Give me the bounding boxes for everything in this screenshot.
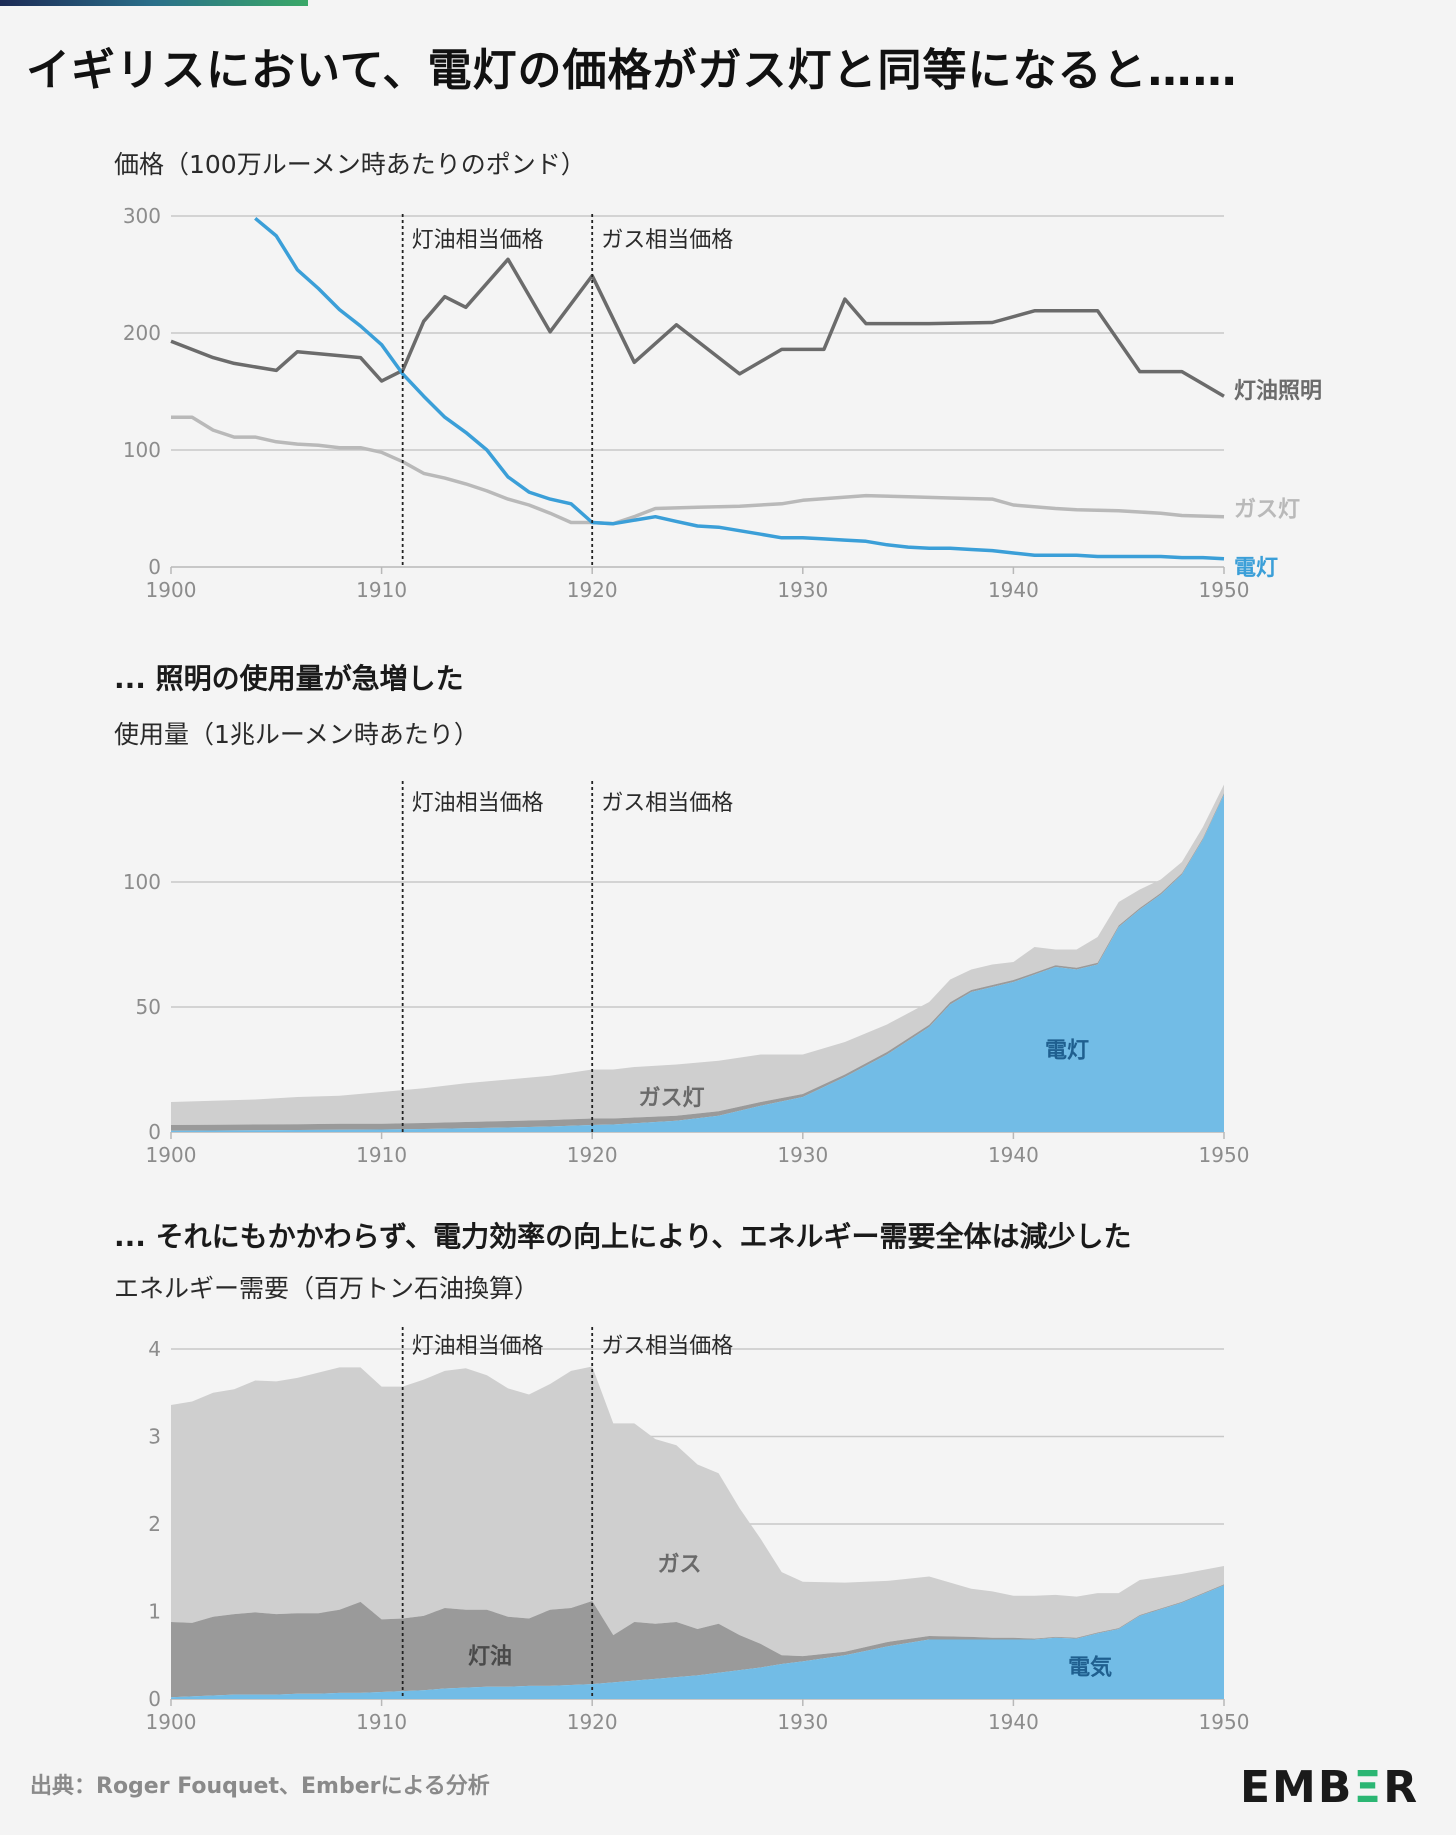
x-tick-label: 1940 xyxy=(988,578,1039,602)
x-tick-label: 1920 xyxy=(567,578,618,602)
chart-panel-3: ... それにもかかわらず、電力効率の向上により、エネルギー需要全体は減少したエ… xyxy=(114,1220,1249,1734)
x-tick-label: 1920 xyxy=(567,1143,618,1167)
series-line-gas xyxy=(171,415,1225,526)
y-axis-label: 使用量（1兆ルーメン時あたり） xyxy=(114,720,479,749)
area-gas xyxy=(171,1366,1224,1657)
x-tick-label: 1920 xyxy=(567,1710,618,1734)
ember-logo: EMBΞR xyxy=(1240,1762,1420,1813)
x-tick-label: 1930 xyxy=(777,1143,828,1167)
source-note: 出典：Roger Fouquet、Emberによる分析 xyxy=(30,1774,490,1799)
series-label-kerosene: 灯油 xyxy=(468,1644,512,1669)
chart-subtitle: ... それにもかかわらず、電力効率の向上により、エネルギー需要全体は減少した xyxy=(114,1220,1131,1253)
kerosene-parity-label: 灯油相当価格 xyxy=(412,228,544,253)
x-tick-label: 1900 xyxy=(146,1143,197,1167)
y-tick-label: 100 xyxy=(123,438,161,462)
series-label-gas: ガス灯 xyxy=(639,1086,705,1111)
x-tick-label: 1950 xyxy=(1199,1143,1250,1167)
x-tick-label: 1930 xyxy=(777,578,828,602)
y-tick-label: 300 xyxy=(123,204,161,228)
x-tick-label: 1900 xyxy=(146,578,197,602)
y-axis-label: エネルギー需要（百万トン石油換算） xyxy=(114,1274,539,1303)
series-line-kerosene xyxy=(170,257,1225,398)
kerosene-parity-label: 灯油相当価格 xyxy=(412,791,544,816)
y-tick-label: 0 xyxy=(148,1120,161,1144)
x-tick-label: 1900 xyxy=(146,1710,197,1734)
brand-accent-bar xyxy=(0,0,308,6)
series-label-kerosene: 灯油照明 xyxy=(1234,379,1322,404)
x-tick-label: 1950 xyxy=(1199,1710,1250,1734)
series-label-electric: 電灯 xyxy=(1045,1039,1089,1064)
page-title: イギリスにおいて、電灯の価格がガス灯と同等になると…… xyxy=(26,45,1238,96)
y-axis-label: 価格（100万ルーメン時あたりのポンド） xyxy=(114,150,586,179)
gas-parity-label: ガス相当価格 xyxy=(601,228,733,253)
x-tick-label: 1940 xyxy=(988,1710,1039,1734)
chart-subtitle: ... 照明の使用量が急増した xyxy=(114,662,464,695)
x-tick-label: 1910 xyxy=(356,578,407,602)
chart-panel-1: 価格（100万ルーメン時あたりのポンド） 0 100 200 300 1900 1910 19… xyxy=(114,150,1322,602)
x-tick-label: 1940 xyxy=(988,1143,1039,1167)
y-tick-label: 200 xyxy=(123,321,161,345)
y-tick-label: 1 xyxy=(148,1600,161,1624)
series-line-electric xyxy=(254,216,1225,561)
y-tick-label: 4 xyxy=(148,1337,161,1361)
x-tick-label: 1910 xyxy=(356,1143,407,1167)
x-tick-label: 1910 xyxy=(356,1710,407,1734)
area-kerosene xyxy=(171,1584,1224,1698)
y-tick-label: 0 xyxy=(148,555,161,579)
series-label-electric: 電灯 xyxy=(1234,556,1278,581)
series-label-gas: ガス xyxy=(657,1552,701,1577)
y-tick-label: 100 xyxy=(123,870,161,894)
x-tick-label: 1930 xyxy=(777,1710,828,1734)
area-electric xyxy=(171,794,1224,1132)
area-electric xyxy=(171,1585,1224,1699)
y-tick-label: 2 xyxy=(148,1512,161,1536)
y-tick-label: 3 xyxy=(148,1425,161,1449)
x-tick-label: 1950 xyxy=(1199,578,1250,602)
gas-parity-label: ガス相当価格 xyxy=(601,791,733,816)
series-label-electric: 電気 xyxy=(1068,1655,1112,1681)
y-tick-label: 50 xyxy=(136,995,161,1019)
kerosene-parity-label: 灯油相当価格 xyxy=(412,1334,544,1359)
series-label-gas: ガス灯 xyxy=(1234,498,1300,523)
gas-parity-label: ガス相当価格 xyxy=(601,1334,733,1359)
y-tick-label: 0 xyxy=(148,1687,161,1711)
